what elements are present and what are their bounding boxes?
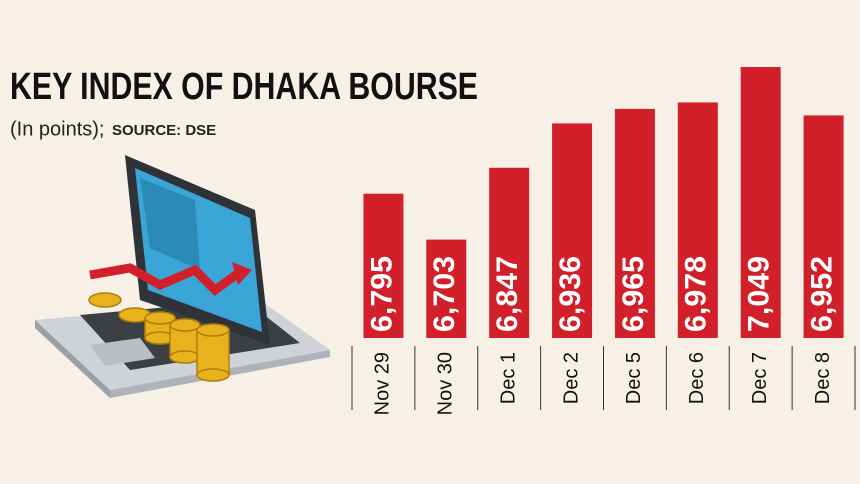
x-tick-label: Nov 29 (372, 352, 394, 415)
bar (426, 239, 467, 338)
x-tick-label: Nov 30 (435, 352, 457, 415)
bar (740, 67, 781, 338)
x-tick-label: Dec 2 (560, 352, 582, 404)
value-label: 6,952 (805, 256, 838, 332)
value-label: 6,936 (554, 256, 587, 332)
bar (363, 193, 404, 338)
bar (677, 102, 718, 338)
x-tick-label: Dec 7 (749, 352, 771, 404)
x-tick-label: Dec 8 (812, 352, 834, 404)
value-label: 6,847 (491, 256, 524, 332)
value-label: 7,049 (743, 256, 776, 332)
x-tick-label: Dec 1 (497, 352, 519, 404)
value-label: 6,978 (680, 256, 713, 332)
bar (803, 115, 844, 338)
value-label: 6,795 (365, 256, 398, 332)
chart-title: KEY INDEX OF DHAKA BOURSE (10, 66, 478, 108)
subtitle: (In points); (10, 118, 104, 140)
laptop-illustration (35, 155, 330, 398)
value-label: 6,965 (617, 256, 650, 332)
bar (552, 123, 593, 338)
x-tick-label: Dec 5 (623, 352, 645, 404)
x-tick-label: Dec 6 (686, 352, 708, 404)
source: SOURCE: DSE (112, 122, 216, 139)
value-label: 6,703 (428, 256, 461, 332)
bar (489, 167, 530, 338)
bar (614, 108, 655, 338)
